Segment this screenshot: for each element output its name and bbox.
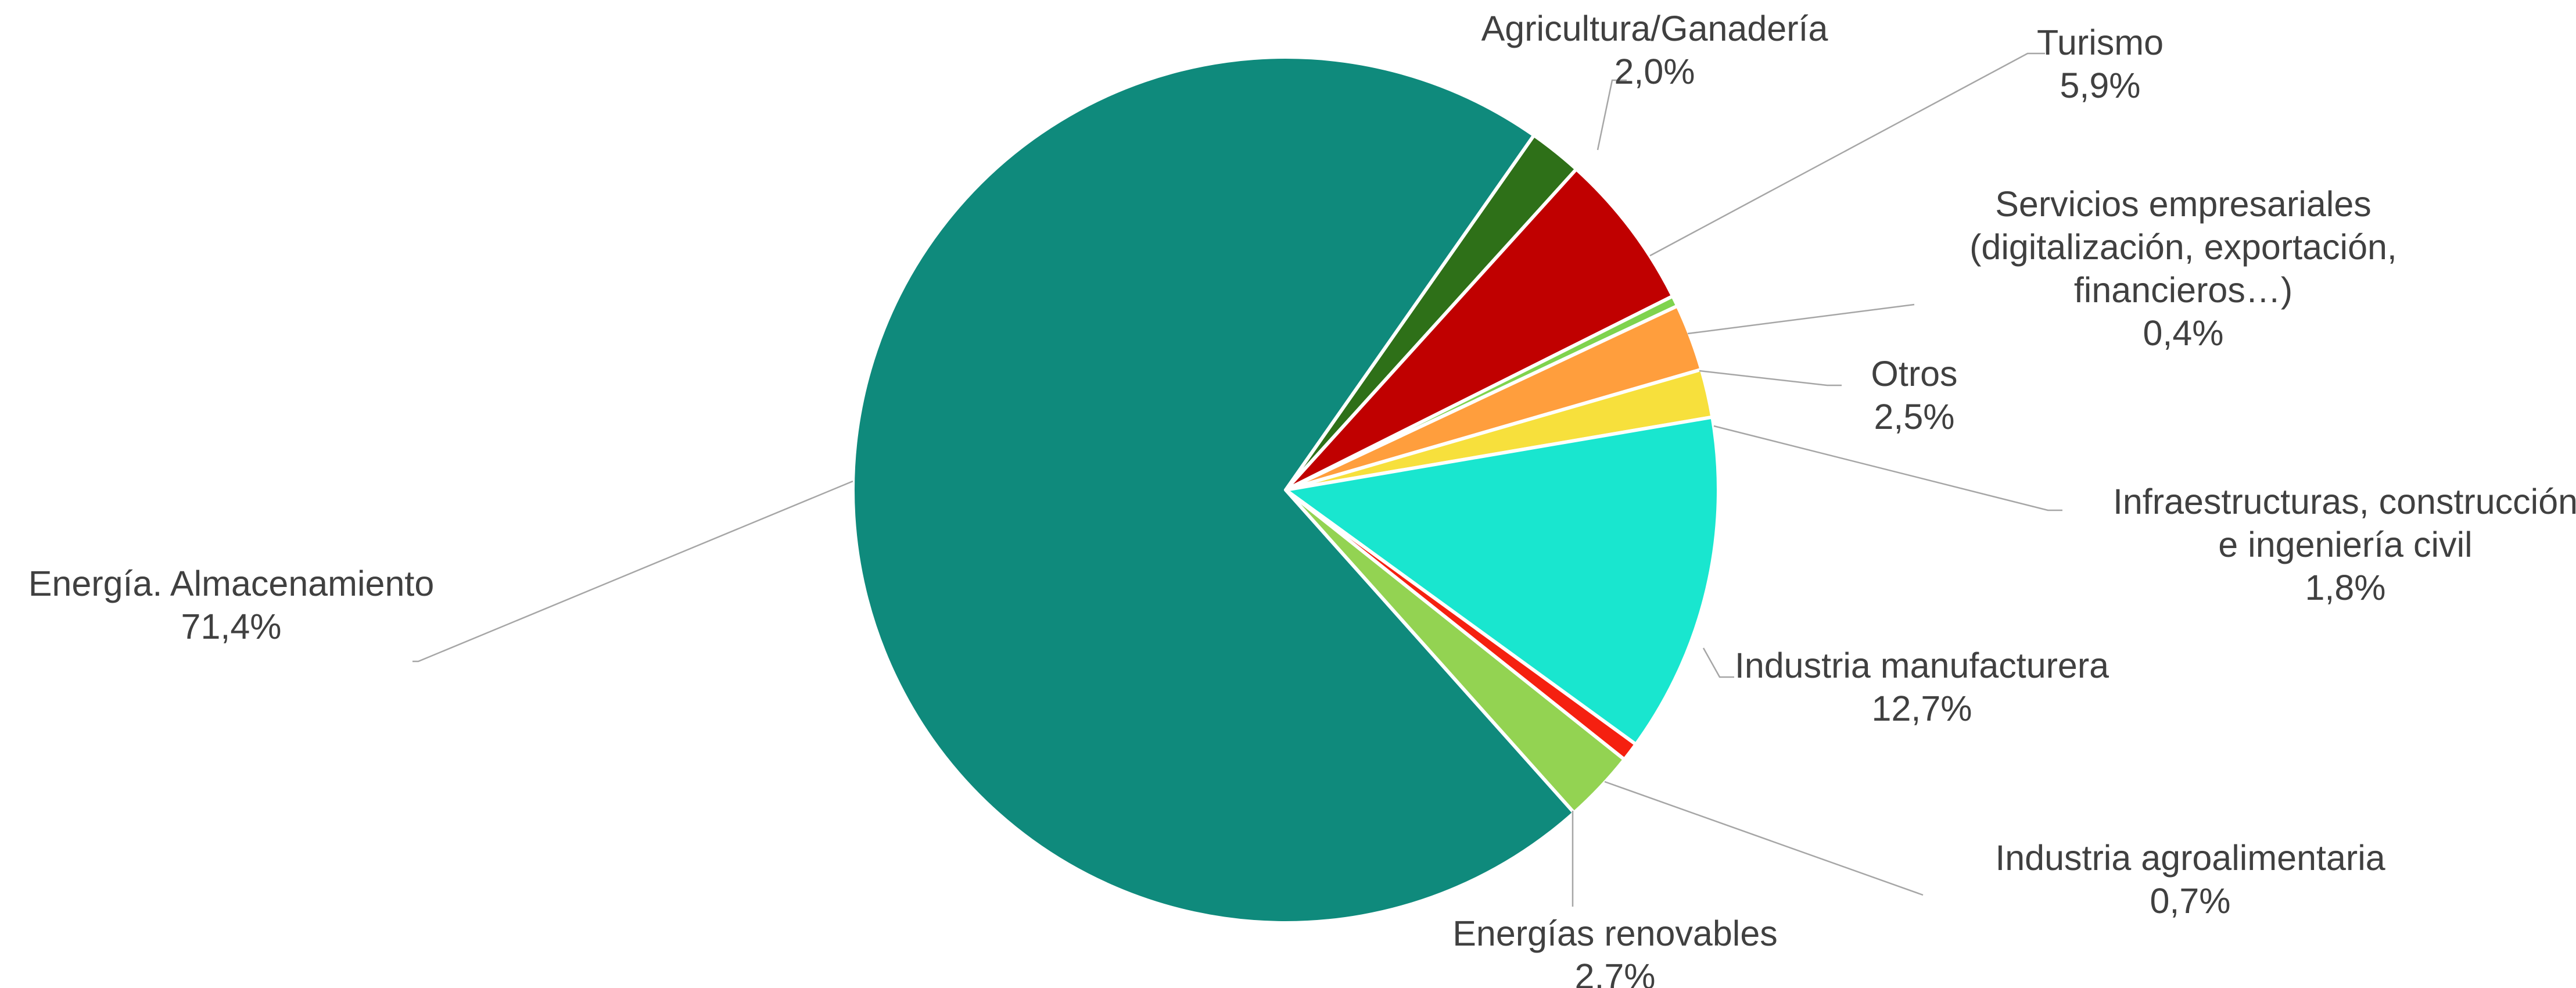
- pie-slice-industria-manufacturera: [1284, 415, 1720, 746]
- data-label-value: 1,8%: [2305, 568, 2385, 607]
- data-label-category-line: Energías renovables: [1452, 914, 1778, 953]
- data-label-servicios-empresariales-digitalizacion-exportacion-financieros: Servicios empresariales (digitalización, …: [1969, 184, 2397, 353]
- data-label-industria-agroalimentaria: Industria agroalimentaria 0,7%: [1995, 838, 2385, 921]
- leader-line-industria-manufacturera: [1702, 647, 1734, 678]
- leader-line-servicios-empresariales-digitalizacion-exportacion-financieros: [1687, 303, 1915, 335]
- data-label-energia-almacenamiento: Energía. Almacenamiento 71,4%: [28, 564, 435, 646]
- data-label-category-line: financieros…): [2074, 270, 2292, 310]
- data-label-value: 5,9%: [2060, 66, 2140, 105]
- data-label-turismo: Turismo 5,9%: [2037, 23, 2164, 105]
- leader-line-energia-almacenamiento: [412, 480, 853, 663]
- data-label-value: 0,7%: [2150, 881, 2230, 921]
- data-label-category-line: Industria manufacturera: [1735, 646, 2109, 685]
- pie-slice-turismo: [1284, 167, 1675, 492]
- data-label-value: 2,5%: [1874, 397, 1954, 436]
- data-label-infraestructuras-construccion-e-ingenieria-civil: Infraestructuras, construcción e ingenier…: [2113, 482, 2576, 607]
- data-label-energias-renovables: Energías renovables 2,7%: [1452, 914, 1778, 988]
- data-label-category-line: (digitalización, exportación,: [1969, 227, 2397, 267]
- leader-line-infraestructuras-construccion-e-ingenieria-civil: [1713, 425, 2062, 511]
- leader-line-industria-agroalimentaria: [1604, 781, 1924, 896]
- pie-slices: [851, 55, 1720, 925]
- data-label-otros: Otros 2,5%: [1871, 354, 1957, 436]
- data-label-value: 2,7%: [1574, 957, 1655, 988]
- data-label-category-line: Servicios empresariales: [1995, 184, 2372, 224]
- data-label-category-line: Energía. Almacenamiento: [28, 564, 435, 603]
- data-label-category-line: e ingeniería civil: [2218, 525, 2472, 564]
- leader-line-otros: [1699, 370, 1842, 386]
- data-labels: Agricultura/Ganadería 2,0% Turismo 5,9% Serv…: [28, 9, 2576, 988]
- data-label-value: 0,4%: [2143, 313, 2223, 353]
- data-label-category-line: Turismo: [2037, 23, 2164, 62]
- data-label-industria-manufacturera: Industria manufacturera 12,7%: [1735, 646, 2109, 728]
- data-label-category-line: Otros: [1871, 354, 1957, 393]
- data-label-category-line: Industria agroalimentaria: [1995, 838, 2385, 878]
- leader-line-agricultura-ganaderia: [1596, 79, 1627, 151]
- leader-line-turismo: [1649, 52, 2045, 257]
- data-label-value: 2,0%: [1614, 52, 1695, 91]
- leader-lines: [412, 52, 2062, 907]
- data-label-agricultura-ganaderia: Agricultura/Ganadería 2,0%: [1481, 9, 1828, 91]
- data-label-value: 12,7%: [1872, 689, 1972, 728]
- data-label-category-line: Agricultura/Ganadería: [1481, 9, 1828, 48]
- pie-slice-energia-almacenamiento: [851, 55, 1576, 925]
- data-label-value: 71,4%: [181, 607, 282, 646]
- data-label-category-line: Infraestructuras, construcción: [2113, 482, 2576, 521]
